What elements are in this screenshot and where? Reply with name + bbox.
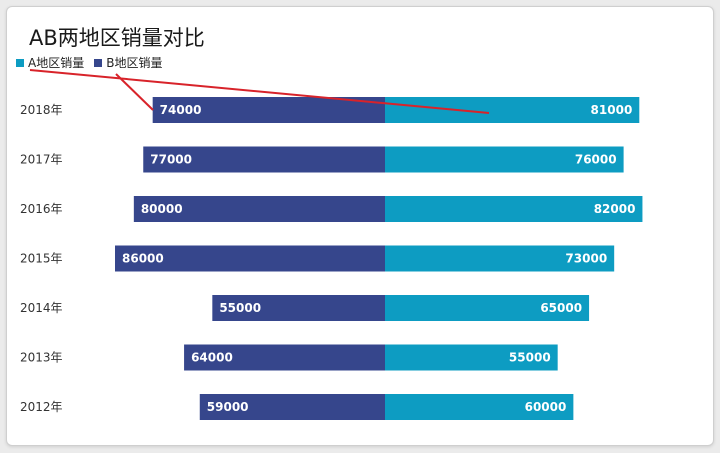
bar-a-label-5: 55000 (509, 351, 551, 365)
legend-item-a[interactable]: A地区销量 (16, 54, 84, 71)
bar-b-label-1: 77000 (150, 153, 192, 167)
year-label-6: 2012年 (20, 400, 63, 414)
year-label-2: 2016年 (20, 202, 63, 216)
annotation-line-short (115, 73, 154, 111)
bar-a-4 (385, 295, 590, 321)
bar-b-3 (115, 245, 385, 272)
bar-b-6 (199, 394, 385, 420)
bar-a-label-3: 73000 (565, 252, 607, 266)
year-label-5: 2013年 (20, 351, 63, 365)
bar-b-label-5: 64000 (191, 351, 233, 365)
bar-b-label-2: 80000 (141, 202, 183, 216)
legend-label-b: B地区销量 (106, 56, 163, 70)
bar-a-2 (385, 196, 643, 222)
annotation-line-long (29, 69, 490, 114)
bar-a-0 (385, 97, 640, 123)
bar-a-6 (385, 394, 574, 420)
bar-b-label-0: 74000 (160, 103, 202, 117)
bar-a-3 (385, 245, 615, 272)
legend: A地区销量 B地区销量 (16, 54, 162, 71)
bar-b-label-3: 86000 (122, 252, 164, 266)
bar-b-4 (212, 295, 385, 321)
legend-swatch-b (94, 58, 103, 67)
bar-a-label-0: 81000 (591, 103, 633, 117)
bar-a-label-4: 65000 (540, 301, 582, 315)
year-label-0: 2018年 (20, 103, 63, 117)
chart-title: AB两地区销量对比 (29, 26, 205, 50)
bar-b-0 (152, 97, 385, 123)
bar-b-label-6: 59000 (207, 400, 249, 414)
bar-a-label-1: 76000 (575, 153, 617, 167)
legend-item-b[interactable]: B地区销量 (94, 54, 162, 71)
bar-b-1 (143, 146, 385, 173)
year-label-3: 2015年 (20, 252, 63, 266)
bar-a-1 (385, 146, 624, 173)
bar-b-5 (184, 344, 385, 371)
year-label-4: 2014年 (20, 301, 63, 315)
bar-a-label-6: 60000 (525, 400, 567, 414)
legend-swatch-a (16, 58, 24, 67)
legend-label-a: A地区销量 (28, 56, 85, 70)
bar-a-5 (385, 344, 558, 371)
bar-a-label-2: 82000 (594, 202, 636, 216)
bar-b-2 (133, 196, 385, 222)
bar-b-label-4: 55000 (219, 301, 261, 315)
year-label-1: 2017年 (20, 153, 63, 167)
